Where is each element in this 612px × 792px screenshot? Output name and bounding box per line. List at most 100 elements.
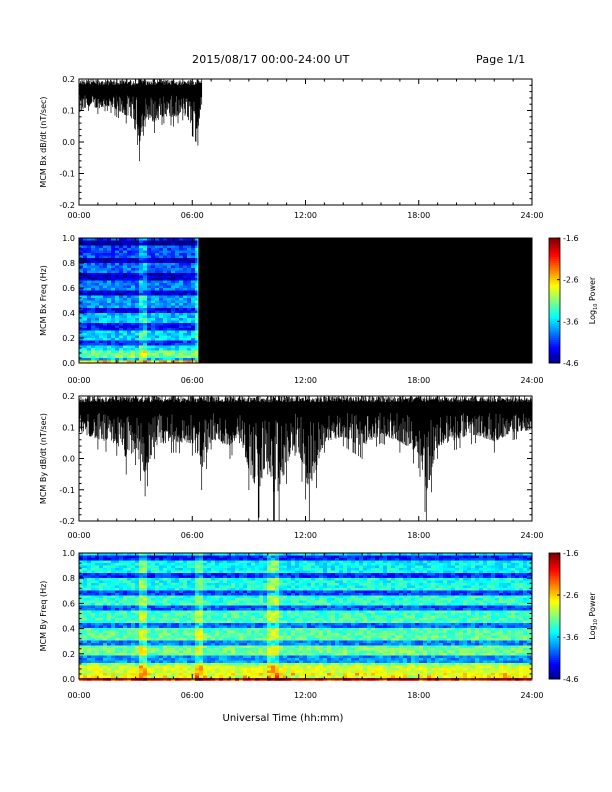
dbdt-min-point [88,110,89,111]
x-tick-label: 00:00 [67,691,90,700]
y-tick-label: -0.2 [59,201,75,210]
x-tick-label: 18:00 [407,211,430,220]
x-tick-label: 12:00 [294,211,317,220]
y-tick-label: 0.2 [62,392,75,401]
dbdt-min-point [191,135,193,137]
panel-3-axes: 00:00 06:00 12:00 18:00 24:00 0.2 0.1 0.0 -0.1 -0… [39,392,544,540]
panel-1-axes: 00:00 06:00 12:00 18:00 24:00 0.2 0.1 0.0 -0.1 -0… [39,75,544,220]
dbdt-min-point [197,144,199,146]
y-tick-label: 0.0 [62,455,75,464]
dbdt-min-point [399,451,401,453]
x-tick-label: 06:00 [181,531,204,540]
dbdt-min-point [380,442,382,444]
dbdt-min-point [286,483,288,484]
colorbar: -1.6 -2.6 -3.6 -4.6 Log10 Power [548,234,599,368]
colorbar-label-base: Log [588,625,597,639]
x-tick-label: 24:00 [520,691,543,700]
x-tick-label: 00:00 [67,531,90,540]
dbdt-min-point [139,160,140,162]
dbdt-min-point [201,489,203,491]
dbdt-trace [78,396,533,521]
panel-2-axes: 00:00 06:00 12:00 18:00 24:00 1.0 0.8 0.6 0.4 0.2… [39,234,544,385]
page-number: Page 1/1 [476,53,526,66]
dbdt-min-point [144,495,146,497]
colorbar-label-base: Log [588,310,597,324]
colorbar-tick-label: -1.6 [563,234,579,243]
x-tick-label: 00:00 [67,211,90,220]
colorbar-tick-label: -2.6 [563,276,579,285]
colorbar-label: Log10 Power [588,592,599,640]
dbdt-min-point [97,113,99,115]
x-tick-label: 06:00 [181,211,204,220]
dbdt-min-point [172,451,174,453]
dbdt-min-point [116,454,118,456]
dbdt-min-point [125,473,127,475]
y-axis-label: MCM By Freq (Hz) [39,581,48,652]
dbdt-min-point [154,132,155,133]
y-tick-label: 1.0 [62,549,75,558]
colorbar-tick-label: -2.6 [563,591,579,600]
x-tick-label: 24:00 [520,531,543,540]
dbdt-min-point [361,458,363,459]
x-tick-label: 06:00 [181,376,204,385]
x-axis-label: Universal Time (hh:mm) [223,713,344,724]
dbdt-min-point [267,473,269,475]
y-tick-label: -0.2 [59,517,75,526]
x-tick-label: 24:00 [520,376,543,385]
colorbar-label-sub: 10 [593,304,599,310]
y-tick-label: 0.1 [62,423,75,432]
dbdt-min-point [163,122,165,124]
y-tick-label: 0.0 [62,675,75,684]
colorbar-tick-label: -1.6 [563,549,579,558]
dbdt-min-point [201,103,203,105]
x-tick-label: 06:00 [181,691,204,700]
spectrogram-4 [79,553,533,681]
y-tick-label: -0.1 [59,486,75,495]
y-tick-label: 0.0 [62,138,75,147]
y-tick-label: 0.2 [62,334,75,343]
y-tick-label: 0.8 [62,574,75,583]
x-tick-label: 18:00 [407,376,430,385]
spectrogram-2 [79,238,532,364]
x-tick-label: 24:00 [520,211,543,220]
dbdt-min-point [97,448,99,450]
dbdt-min-point [305,498,306,500]
dbdt-min-point [172,125,174,127]
y-tick-label: 0.0 [62,359,75,368]
colorbar-label-sub: 10 [593,619,599,625]
colorbar-tick-label: -4.6 [563,675,579,684]
dbdt-min-point [135,464,137,466]
y-axis-label: MCM By dB/dt (nT/sec) [39,413,48,504]
dbdt-min-point [239,442,240,444]
dbdt-min-point [144,125,146,127]
y-tick-label: 0.1 [62,107,75,116]
y-tick-label: -0.1 [59,170,75,179]
panel-4-axes: 00:00 06:00 12:00 18:00 24:00 1.0 0.8 0.6 0.4 0.2… [39,549,544,700]
y-axis-label: MCM Bx Freq (Hz) [39,265,48,336]
colorbar-label-rest: Power [588,276,597,303]
y-tick-label: 0.2 [62,650,75,659]
colorbar-frame [548,552,561,680]
dbdt-min-point [493,451,495,453]
dbdt-min-point [116,116,118,118]
x-tick-label: 18:00 [407,691,430,700]
dbdt-min-point [135,129,137,130]
dbdt-min-point [248,489,250,491]
dbdt-min-point [512,439,514,441]
colorbar-tick-label: -3.6 [563,633,579,642]
dbdt-min-point [106,110,108,111]
y-tick-label: 0.2 [62,75,75,84]
x-tick-label: 12:00 [294,376,317,385]
dbdt-min-point [456,448,457,450]
y-tick-label: 1.0 [62,234,75,243]
colorbar-label: Log10 Power [588,276,599,324]
dbdt-min-point [418,467,420,469]
y-tick-label: 0.6 [62,284,75,293]
y-tick-label: 0.4 [62,309,75,318]
y-axis-label: MCM Bx dB/dt (nT/sec) [39,96,48,187]
x-tick-label: 18:00 [407,531,430,540]
dbdt-trace [78,79,203,161]
page-title: 2015/08/17 00:00-24:00 UT [192,53,350,66]
colorbar: -1.6 -2.6 -3.6 -4.6 Log10 Power [548,549,599,684]
